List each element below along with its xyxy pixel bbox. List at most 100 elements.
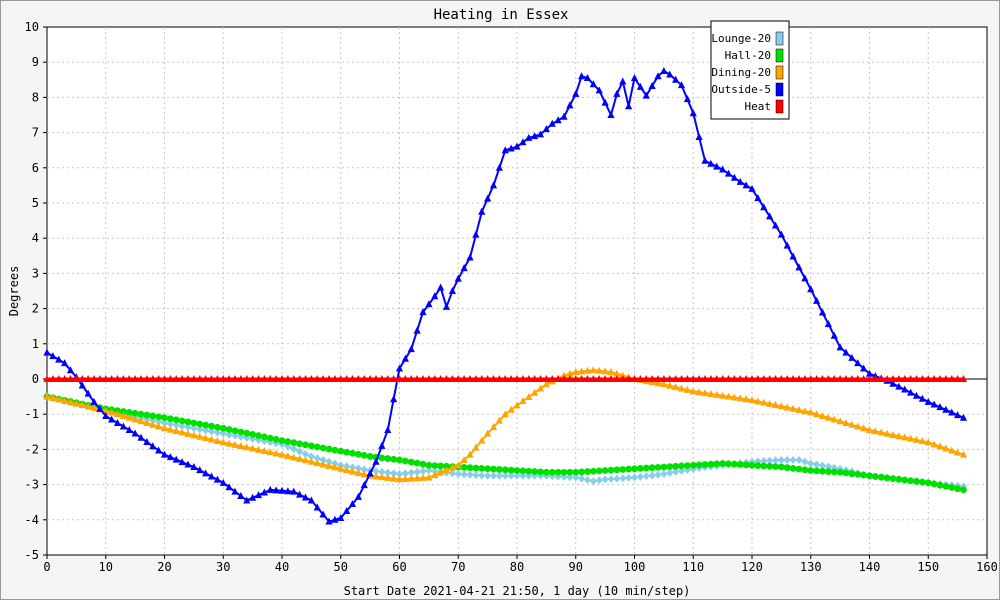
dining-20-point	[672, 383, 680, 391]
y-tick-label: 4	[32, 231, 39, 245]
outside-5-point	[425, 300, 433, 308]
outside-5-point	[84, 389, 92, 397]
hall-20-point	[601, 467, 609, 474]
heat-point	[495, 375, 503, 382]
outside-5-point	[184, 460, 192, 468]
outside-5-point	[90, 397, 98, 405]
dining-20-point	[184, 429, 192, 437]
heat-point	[243, 375, 251, 382]
outside-5-point	[766, 212, 774, 220]
hall-20-point	[419, 460, 427, 468]
heat-point	[854, 375, 862, 382]
dining-20-point	[413, 474, 421, 482]
lounge-20-point	[819, 461, 826, 470]
hall-20-point	[960, 486, 967, 494]
heat-point	[578, 375, 586, 382]
hall-20-point	[824, 468, 832, 475]
outside-5-point	[789, 252, 797, 260]
outside-5-point	[595, 86, 603, 94]
dining-20-point	[801, 407, 809, 415]
outside-5-point	[625, 102, 633, 110]
dining-20-point	[912, 435, 921, 443]
heat-point	[954, 375, 962, 382]
hall-20-point	[777, 463, 785, 471]
outside-5-point	[213, 475, 221, 483]
heat-point	[607, 375, 615, 382]
dining-20-point	[666, 381, 674, 389]
hall-20-point	[343, 448, 351, 456]
lounge-20-point	[584, 475, 591, 484]
heat-point	[730, 375, 738, 382]
x-tick-label: 130	[800, 560, 822, 574]
outside-5-point	[243, 496, 251, 504]
outside-5-point	[842, 348, 850, 356]
lounge-20-point	[302, 449, 309, 458]
outside-5-point	[219, 478, 227, 486]
hall-20-point	[895, 475, 903, 483]
dining-20-point	[572, 367, 580, 375]
hall-20-point	[754, 462, 762, 469]
outside-5-point	[419, 308, 427, 316]
heat-point	[219, 375, 227, 382]
heat-point	[548, 375, 556, 382]
heat-point	[401, 375, 409, 382]
dining-20-point	[296, 454, 304, 462]
outside-5-point	[754, 194, 762, 202]
hall-20-point	[296, 440, 304, 448]
x-tick-label: 110	[682, 560, 704, 574]
y-tick-label: 10	[25, 20, 39, 34]
heat-point	[307, 375, 315, 382]
heat-point	[160, 375, 169, 382]
lounge-20-point	[813, 460, 821, 469]
y-tick-label: 2	[32, 302, 39, 316]
heat-point	[395, 375, 404, 382]
series-layer	[43, 67, 968, 525]
lounge-20-point	[378, 467, 386, 476]
outside-5-point	[125, 426, 133, 434]
dining-20-point	[472, 443, 480, 451]
outside-5-point	[460, 264, 468, 272]
heat-point	[813, 375, 821, 382]
hall-20-point	[137, 410, 145, 418]
dining-20-point	[260, 446, 268, 454]
heat-point	[677, 375, 686, 382]
outside-5-point	[924, 397, 932, 405]
outside-5-point	[601, 98, 609, 106]
heat-point	[131, 375, 139, 382]
heat-point	[172, 375, 180, 382]
hall-20-point	[119, 408, 127, 415]
outside-5-point	[701, 156, 709, 164]
dining-20-point	[836, 417, 844, 425]
outside-5-point	[689, 109, 697, 117]
dining-20-point	[425, 473, 433, 481]
outside-5-point	[489, 181, 498, 189]
heat-point	[384, 375, 392, 382]
heat-point	[366, 375, 374, 382]
heat-point	[196, 375, 204, 382]
outside-5-point	[378, 441, 386, 449]
dining-20-point	[525, 392, 533, 400]
dining-20-point	[61, 396, 69, 404]
dining-20-point	[501, 410, 509, 418]
dining-20-point	[748, 396, 756, 404]
heat-point	[108, 375, 116, 382]
heat-point	[478, 375, 486, 382]
dining-20-point	[307, 457, 315, 465]
outside-5-point	[466, 253, 474, 261]
heat-point	[713, 375, 721, 382]
hall-20-point	[689, 461, 697, 469]
heat-point	[889, 375, 897, 382]
lounge-20-point	[513, 471, 521, 480]
outside-5-point	[736, 177, 744, 185]
heat-point	[55, 375, 63, 382]
hall-20-point	[184, 418, 192, 426]
y-tick-label: 1	[32, 337, 39, 351]
heat-point	[865, 375, 874, 382]
dining-20-point	[824, 413, 832, 421]
dining-20-point	[337, 464, 345, 472]
outside-5-point	[290, 487, 298, 495]
hall-20-point	[366, 453, 374, 460]
hall-20-point	[360, 451, 368, 459]
outside-5-point	[454, 274, 462, 282]
hall-20-point	[860, 471, 868, 479]
